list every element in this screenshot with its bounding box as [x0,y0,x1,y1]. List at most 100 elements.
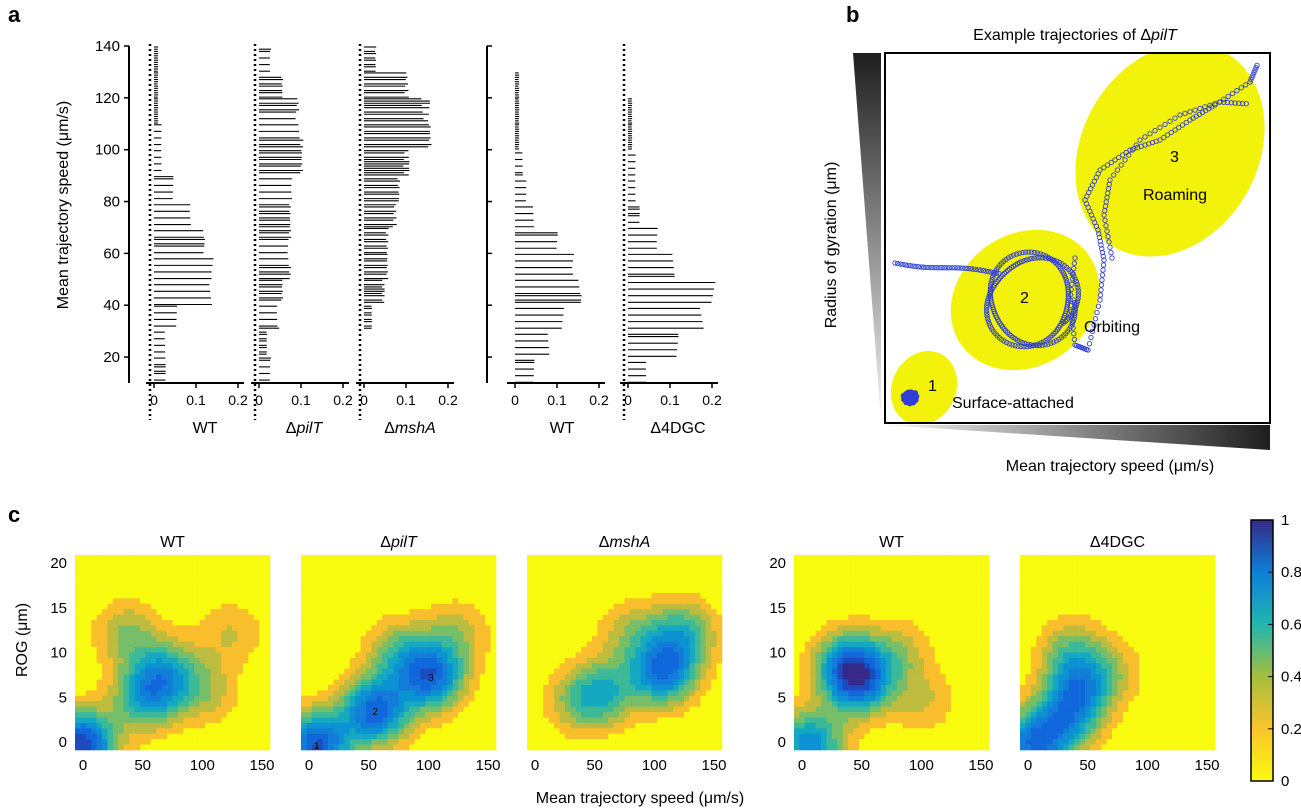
heatmap-0-cell-27-29 [232,701,238,707]
heatmap-0-cell-31-9 [123,722,130,729]
heatmap-1-cell-0-29 [458,555,464,561]
heatmap-0-cell-17-33 [253,647,260,653]
heatmap-2-cell-30-9 [575,717,582,724]
heatmap-2-cell-15-9 [575,636,582,642]
heatmap-2-cell-34-20 [635,739,642,745]
heatmap-2-cell-5-30 [689,582,696,588]
heatmap-2-cell-5-34 [711,582,717,588]
heatmap-0-cell-10-22 [194,609,200,615]
heatmap-2-cell-30-3 [543,717,549,724]
heatmap-0-cell-27-1 [80,701,87,707]
heatmap-2-cell-19-31 [694,657,701,664]
heatmap-0-cell-4-4 [96,576,103,583]
heatmap-0-cell-34-5 [102,739,108,745]
heatmap-2-cell-5-22 [646,582,652,588]
heatmap-0-cell-34-14 [150,739,157,745]
heatmap-1-cell-19-32 [474,657,481,664]
heatmap-1-cell-17-34 [485,647,491,653]
heatmap-0-cell-15-22 [194,636,200,642]
heatmap-2-cell-35-24 [657,744,663,751]
traj-point-262 [1072,255,1078,261]
heatmap-1-cell-22-34 [485,674,491,680]
heatmap-1-cell-33-16 [387,733,394,740]
heatmap-1-cell-30-1 [306,717,313,724]
heatmap-0-cell-22-6 [107,674,114,680]
heatmap-2-cell-4-5 [554,576,560,583]
heatmap-0-cell-12-14 [150,620,157,626]
heatmap-1-cell-2-14 [376,565,383,572]
heatmap-0-cell-21-16 [161,668,168,675]
heatmap-2-cell-19-28 [678,657,685,664]
heatmap-0-cell-12-34 [259,620,265,626]
traj-point-234 [1054,258,1060,264]
heatmap-2-cell-11-9 [575,614,582,621]
heatmap-0-cell-27-28 [226,701,233,707]
heatmap-0-cell-17-2 [85,647,92,653]
heatmap-2-cell-21-12 [592,668,598,675]
a-x-tick-label-1-1: 0.1 [291,392,311,408]
heatmap-2-cell-0-8 [570,555,577,561]
heatmap-1-cell-29-13 [371,712,378,718]
heatmap-1-cell-4-32 [474,576,481,583]
heatmap-2-cell-13-8 [570,625,577,632]
heatmap-2-cell-8-3 [543,598,549,605]
heatmap-0-cell-23-35 [264,679,271,686]
traj-point-57 [1056,336,1062,342]
heatmap-2-cell-5-12 [592,582,598,588]
heatmap-0-cell-5-26 [215,582,222,588]
heatmap-1-cell-20-15 [382,663,388,670]
heatmap-1-cell-23-31 [468,679,475,686]
heatmap-0-cell-12-15 [156,620,162,626]
heatmap-1-cell-1-7 [338,560,345,567]
heatmap-1-cell-35-19 [403,744,410,751]
heatmap-2-cell-19-2 [537,657,544,664]
heatmap-2-cell-31-4 [548,722,555,729]
heatmap-2-cell-6-31 [694,587,701,594]
heatmap-1-cell-34-2 [311,739,318,745]
heatmap-1-cell-30-0 [301,717,307,724]
heatmap-1-cell-12-19 [403,620,410,626]
heatmap-1-cell-4-3 [317,576,323,583]
region-2-number: 2 [1020,290,1029,307]
heatmap-1-cell-8-35 [490,598,497,605]
heatmap-1-cell-12-15 [382,620,388,626]
heatmap-1-cell-25-18 [398,690,405,697]
heatmap-2-cell-28-4 [548,706,555,713]
heatmap-0-cell-23-16 [161,679,168,686]
heatmap-1-cell-28-18 [398,706,405,713]
heatmap-1-cell-19-5 [328,657,334,664]
heatmap-0-cell-6-6 [107,587,114,594]
heatmap-1-cell-16-7 [338,641,345,648]
traj-point-28 [965,265,971,272]
heatmap-2-cell-20-35 [716,663,723,670]
heatmap-0-cell-26-14 [150,695,157,702]
heatmap-1-cell-5-29 [458,582,464,588]
heatmap-1-cell-1-32 [474,560,481,567]
heatmap-1-cell-13-25 [436,625,443,632]
traj-point-393 [1118,162,1124,168]
heatmap-1-cell-17-7 [338,647,345,653]
heatmap-0-cell-20-34 [259,663,265,670]
heatmap-0-cell-16-31 [242,641,249,648]
heatmap-2-cell-26-34 [711,695,717,702]
heatmap-2-cell-20-9 [575,663,582,670]
heatmap-1-cell-33-1 [306,733,313,740]
heatmap-2-cell-32-28 [678,728,685,735]
heatmap-2-cell-17-15 [608,647,614,653]
heatmap-1-x-tick-1: 50 [360,757,377,774]
heatmap-0-cell-27-32 [248,701,255,707]
heatmap-2-cell-27-26 [667,701,674,707]
heatmap-2-cell-3-10 [581,571,587,577]
heatmap-1-cell-24-5 [328,685,334,691]
heatmap-0-cell-21-22 [194,668,200,675]
heatmap-1-cell-3-27 [447,571,453,577]
heatmap-1-cell-3-4 [322,571,329,577]
heatmap-2-cell-10-17 [619,609,625,615]
heatmap-1-cell-35-21 [414,744,421,751]
traj-point-401 [1152,127,1158,134]
heatmap-2-cell-21-35 [716,668,723,675]
heatmap-0-cell-16-7 [112,641,119,648]
heatmap-0-cell-20-7 [112,663,119,670]
heatmap-2-cell-21-4 [548,668,555,675]
heatmap-1-cell-7-23 [425,592,432,599]
